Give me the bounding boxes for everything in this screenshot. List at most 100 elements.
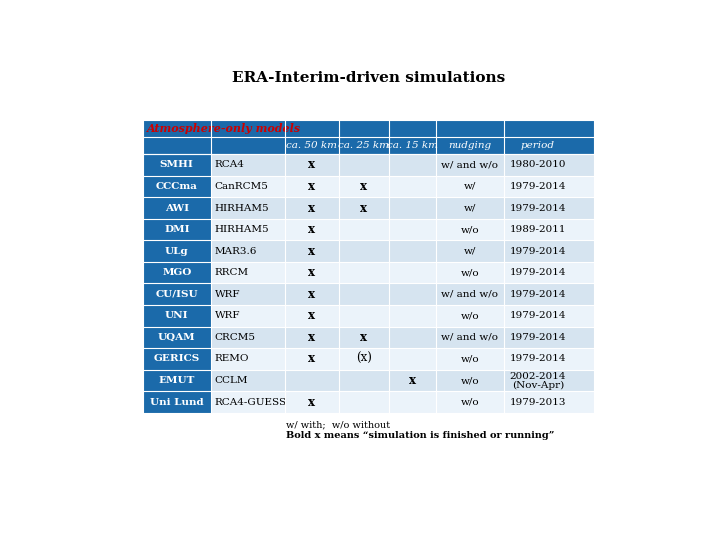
Text: w/: w/: [464, 182, 476, 191]
Text: w/ and w/o: w/ and w/o: [441, 333, 498, 342]
Text: 1979-2014: 1979-2014: [510, 268, 566, 277]
Text: 1979-2014: 1979-2014: [510, 290, 566, 299]
Text: CRCM5: CRCM5: [215, 333, 256, 342]
Text: (Nov-Apr): (Nov-Apr): [512, 381, 564, 390]
Bar: [143, 284, 594, 305]
Text: (x): (x): [356, 353, 372, 366]
Bar: [143, 219, 211, 240]
Text: UNI: UNI: [165, 312, 189, 320]
Text: ca. 25 km: ca. 25 km: [338, 141, 390, 150]
Bar: [143, 392, 211, 413]
Text: ULg: ULg: [165, 247, 189, 255]
Bar: [143, 284, 211, 305]
Text: 1980-2010: 1980-2010: [510, 160, 566, 170]
Text: x: x: [308, 331, 315, 344]
Bar: [143, 219, 594, 240]
Text: x: x: [308, 245, 315, 258]
Text: RCA4: RCA4: [215, 160, 245, 170]
Text: x: x: [308, 201, 315, 214]
Text: x: x: [409, 374, 416, 387]
Text: w/o: w/o: [460, 354, 479, 363]
Text: ERA-Interim-driven simulations: ERA-Interim-driven simulations: [233, 71, 505, 85]
Bar: [143, 176, 594, 197]
Text: x: x: [308, 353, 315, 366]
Bar: [143, 120, 594, 137]
Bar: [143, 305, 594, 327]
Text: w/ and w/o: w/ and w/o: [441, 290, 498, 299]
Bar: [143, 197, 211, 219]
Text: AWI: AWI: [165, 204, 189, 213]
Bar: [143, 348, 211, 370]
Text: w/o: w/o: [460, 397, 479, 407]
Text: w/o: w/o: [460, 312, 479, 320]
Bar: [143, 154, 594, 176]
Text: RRCM: RRCM: [215, 268, 249, 277]
Text: CCCma: CCCma: [156, 182, 198, 191]
Text: x: x: [308, 396, 315, 409]
Text: w/: w/: [464, 204, 476, 213]
Text: x: x: [308, 288, 315, 301]
Bar: [143, 370, 594, 392]
Text: x: x: [308, 223, 315, 236]
Text: DMI: DMI: [164, 225, 189, 234]
Text: ca. 15 km: ca. 15 km: [387, 141, 438, 150]
Bar: [143, 176, 211, 197]
Text: Uni Lund: Uni Lund: [150, 397, 204, 407]
Bar: [143, 370, 211, 392]
Bar: [143, 240, 211, 262]
Text: x: x: [361, 180, 367, 193]
Bar: [143, 305, 211, 327]
Text: x: x: [308, 309, 315, 322]
Text: x: x: [308, 266, 315, 279]
Bar: [143, 262, 594, 284]
Text: x: x: [308, 158, 315, 171]
Text: 1979-2014: 1979-2014: [510, 182, 566, 191]
Bar: [143, 392, 594, 413]
Bar: [143, 327, 594, 348]
Text: period: period: [521, 141, 555, 150]
Bar: [143, 262, 211, 284]
Text: CanRCM5: CanRCM5: [215, 182, 269, 191]
Text: ca. 50 km: ca. 50 km: [286, 141, 337, 150]
Text: CU/ISU: CU/ISU: [156, 290, 198, 299]
Text: GERICS: GERICS: [153, 354, 200, 363]
Text: w/: w/: [464, 247, 476, 255]
Text: 1979-2014: 1979-2014: [510, 247, 566, 255]
Text: REMO: REMO: [215, 354, 249, 363]
Text: HIRHAM5: HIRHAM5: [215, 225, 269, 234]
Text: Atmosphere-only models: Atmosphere-only models: [148, 123, 302, 134]
Text: w/ and w/o: w/ and w/o: [441, 160, 498, 170]
Text: w/ with;  w/o without: w/ with; w/o without: [286, 421, 390, 429]
Text: Bold x means “simulation is finished or running”: Bold x means “simulation is finished or …: [286, 430, 554, 440]
Text: w/o: w/o: [460, 225, 479, 234]
Text: 1979-2014: 1979-2014: [510, 333, 566, 342]
Text: SMHI: SMHI: [160, 160, 194, 170]
Text: w/o: w/o: [460, 376, 479, 385]
Text: w/o: w/o: [460, 268, 479, 277]
Text: HIRHAM5: HIRHAM5: [215, 204, 269, 213]
Bar: [143, 137, 594, 154]
Bar: [143, 327, 211, 348]
Text: WRF: WRF: [215, 290, 240, 299]
Text: WRF: WRF: [215, 312, 240, 320]
Text: x: x: [361, 201, 367, 214]
Text: EMUT: EMUT: [158, 376, 195, 385]
Text: nudging: nudging: [448, 141, 491, 150]
Text: 1979-2014: 1979-2014: [510, 354, 566, 363]
Bar: [143, 348, 594, 370]
Bar: [143, 240, 594, 262]
Text: 1989-2011: 1989-2011: [510, 225, 566, 234]
Bar: [143, 197, 594, 219]
Text: 1979-2014: 1979-2014: [510, 312, 566, 320]
Text: 1979-2014: 1979-2014: [510, 204, 566, 213]
Bar: [143, 154, 211, 176]
Text: MGO: MGO: [162, 268, 192, 277]
Text: CCLM: CCLM: [215, 376, 248, 385]
Text: UQAM: UQAM: [158, 333, 196, 342]
Text: 2002-2014: 2002-2014: [510, 372, 566, 381]
Text: x: x: [308, 180, 315, 193]
Text: x: x: [361, 331, 367, 344]
Text: RCA4-GUESS: RCA4-GUESS: [215, 397, 287, 407]
Text: MAR3.6: MAR3.6: [215, 247, 257, 255]
Text: 1979-2013: 1979-2013: [510, 397, 566, 407]
